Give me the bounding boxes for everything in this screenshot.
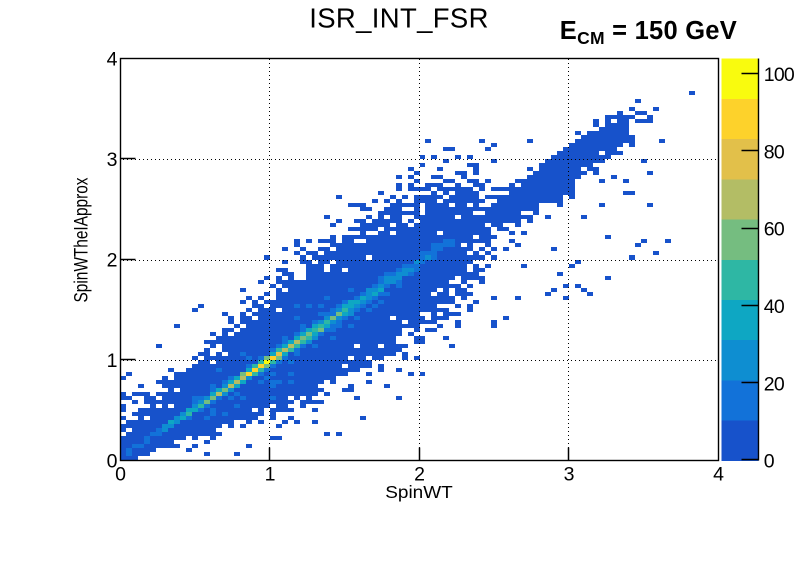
svg-text:100: 100	[764, 64, 795, 86]
svg-text:SpinWT: SpinWT	[385, 482, 453, 502]
svg-text:60: 60	[764, 219, 785, 241]
svg-text:ISR_INT_FSR: ISR_INT_FSR	[309, 2, 489, 33]
svg-text:SpinWTheIApprox: SpinWTheIApprox	[72, 177, 93, 302]
svg-text:0: 0	[107, 451, 118, 473]
svg-text:4: 4	[713, 463, 724, 485]
svg-text:1: 1	[107, 350, 118, 372]
svg-text:4: 4	[107, 49, 118, 71]
svg-text:0: 0	[764, 451, 775, 473]
svg-text:3: 3	[564, 463, 575, 485]
svg-text:1: 1	[265, 463, 276, 485]
svg-text:40: 40	[764, 296, 785, 318]
svg-text:2: 2	[414, 463, 425, 485]
svg-text:80: 80	[764, 141, 785, 163]
svg-text:2: 2	[107, 250, 118, 272]
svg-text:20: 20	[764, 373, 785, 395]
svg-text:3: 3	[107, 149, 118, 171]
svg-text:0: 0	[115, 463, 126, 485]
